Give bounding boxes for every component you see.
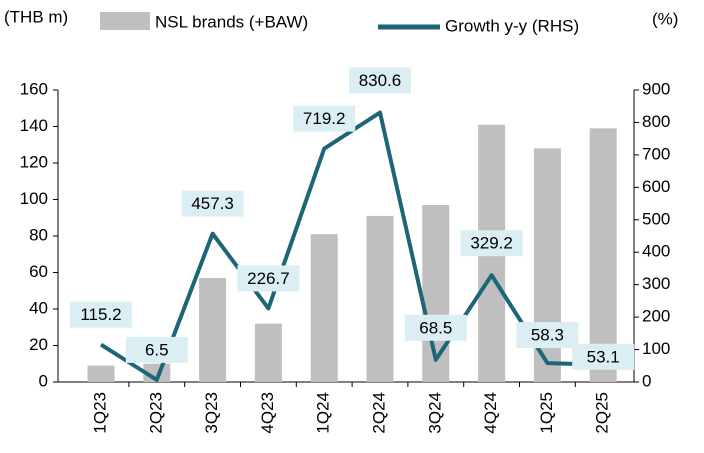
y-tick-label: 160 — [20, 79, 48, 98]
bar — [87, 365, 115, 382]
data-label-text: 329.2 — [470, 234, 513, 253]
data-label-text: 58.3 — [531, 326, 564, 345]
x-tick-label: 3Q24 — [425, 392, 444, 434]
data-label-box — [404, 314, 467, 341]
data-label-box — [237, 265, 300, 292]
y-tick-label: 120 — [20, 152, 48, 171]
data-label: 719.2 — [293, 105, 356, 132]
data-label: 457.3 — [181, 190, 244, 217]
data-label: 115.2 — [70, 301, 132, 328]
y2-tick-label: 800 — [642, 112, 670, 131]
y2-tick-label: 400 — [642, 242, 670, 261]
data-label: 226.7 — [237, 265, 300, 292]
y2-tick-label: 0 — [642, 371, 651, 390]
data-label: 68.5 — [404, 314, 467, 341]
x-tick-label: 4Q24 — [481, 392, 500, 434]
data-label-text: 719.2 — [303, 109, 346, 128]
data-label-text: 6.5 — [145, 340, 169, 359]
y-tick-label: 40 — [29, 298, 48, 317]
y-tick-label: 0 — [39, 371, 48, 390]
x-tick-label: 1Q24 — [314, 392, 333, 434]
data-label-box — [70, 301, 132, 328]
x-tick-label: 4Q23 — [258, 392, 277, 434]
data-label-text: 115.2 — [80, 305, 121, 324]
bar — [199, 277, 227, 382]
legend-swatch — [100, 12, 150, 30]
data-label: 53.1 — [572, 343, 635, 370]
data-label-text: 68.5 — [419, 318, 452, 337]
bar — [310, 234, 338, 382]
y-unit-label: (THB m) — [4, 7, 68, 26]
data-label-text: 226.7 — [247, 269, 290, 288]
x-tick-label: 2Q24 — [369, 392, 388, 434]
y2-tick-label: 200 — [642, 307, 670, 326]
bar — [589, 128, 617, 382]
data-label-box — [293, 105, 356, 132]
bar — [254, 323, 282, 382]
y-tick-label: 100 — [20, 189, 48, 208]
x-tick-label: 3Q23 — [202, 392, 221, 434]
x-tick-label: 1Q25 — [537, 392, 556, 434]
legend-label: NSL brands (+BAW) — [155, 12, 308, 31]
data-label-text: 457.3 — [191, 194, 234, 213]
x-tick-label: 2Q25 — [593, 392, 612, 434]
y-tick-label: 20 — [29, 335, 48, 354]
y2-tick-label: 900 — [642, 79, 670, 98]
y2-tick-label: 500 — [642, 209, 670, 228]
data-label-box — [181, 190, 244, 217]
legend-label: Growth y-y (RHS) — [445, 16, 579, 35]
y-tick-label: 60 — [29, 262, 48, 281]
y-tick-label: 140 — [20, 116, 48, 135]
data-label: 58.3 — [516, 322, 579, 349]
x-tick-label: 2Q23 — [146, 392, 165, 434]
y2-tick-label: 700 — [642, 144, 670, 163]
data-label-box — [460, 230, 523, 257]
x-tick-label: 1Q23 — [90, 392, 109, 434]
data-label-text: 830.6 — [359, 71, 402, 90]
bar — [366, 215, 394, 382]
y2-tick-label: 100 — [642, 339, 670, 358]
y2-tick-label: 600 — [642, 177, 670, 196]
data-label: 830.6 — [349, 67, 411, 94]
data-label-text: 53.1 — [587, 347, 620, 366]
data-label: 329.2 — [460, 230, 523, 257]
data-label-box — [572, 343, 635, 370]
data-label: 6.5 — [125, 336, 188, 363]
data-label-box — [349, 67, 411, 94]
data-label-box — [516, 322, 579, 349]
data-label-box — [125, 336, 188, 363]
y2-tick-label: 300 — [642, 274, 670, 293]
y-tick-label: 80 — [29, 225, 48, 244]
y2-unit-label: (%) — [652, 9, 678, 28]
